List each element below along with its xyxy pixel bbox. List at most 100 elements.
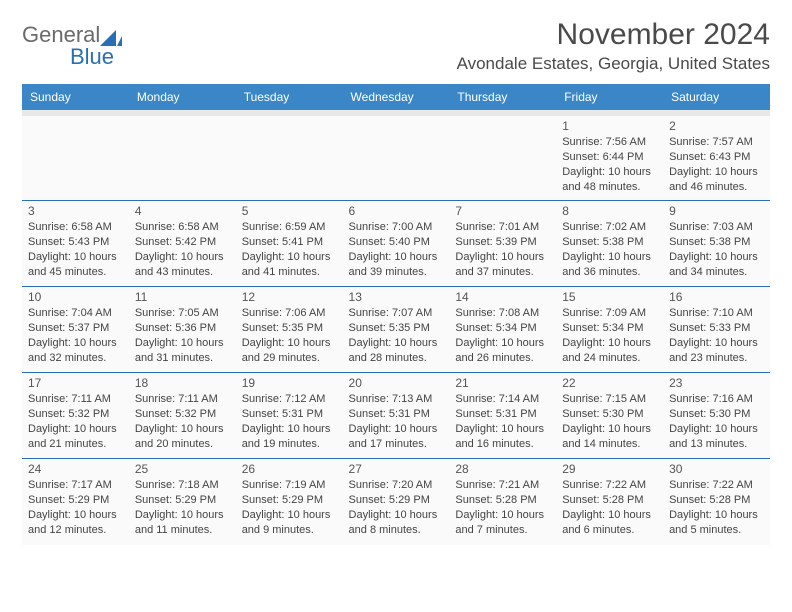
day-number: 3 <box>28 204 123 218</box>
sunset-text: Sunset: 6:44 PM <box>562 150 657 165</box>
day-info: Sunrise: 7:14 AMSunset: 5:31 PMDaylight:… <box>455 392 550 451</box>
sunset-text: Sunset: 5:35 PM <box>349 321 444 336</box>
sunset-text: Sunset: 5:30 PM <box>562 407 657 422</box>
sunset-text: Sunset: 5:29 PM <box>135 493 230 508</box>
day-info: Sunrise: 7:11 AMSunset: 5:32 PMDaylight:… <box>28 392 123 451</box>
day-number: 22 <box>562 376 657 390</box>
daylight-text: Daylight: 10 hours and 32 minutes. <box>28 336 123 366</box>
sunrise-text: Sunrise: 7:14 AM <box>455 392 550 407</box>
daylight-text: Daylight: 10 hours and 8 minutes. <box>349 508 444 538</box>
day-info: Sunrise: 7:15 AMSunset: 5:30 PMDaylight:… <box>562 392 657 451</box>
calendar-day-cell: 19Sunrise: 7:12 AMSunset: 5:31 PMDayligh… <box>236 373 343 459</box>
day-info: Sunrise: 7:06 AMSunset: 5:35 PMDaylight:… <box>242 306 337 365</box>
sunset-text: Sunset: 5:39 PM <box>455 235 550 250</box>
sunrise-text: Sunrise: 7:15 AM <box>562 392 657 407</box>
sunset-text: Sunset: 5:29 PM <box>349 493 444 508</box>
daylight-text: Daylight: 10 hours and 43 minutes. <box>135 250 230 280</box>
day-info: Sunrise: 7:02 AMSunset: 5:38 PMDaylight:… <box>562 220 657 279</box>
sunset-text: Sunset: 5:33 PM <box>669 321 764 336</box>
calendar-day-cell: 24Sunrise: 7:17 AMSunset: 5:29 PMDayligh… <box>22 459 129 545</box>
weekday-saturday: Saturday <box>663 84 770 113</box>
day-info: Sunrise: 7:03 AMSunset: 5:38 PMDaylight:… <box>669 220 764 279</box>
sunset-text: Sunset: 5:29 PM <box>242 493 337 508</box>
sunset-text: Sunset: 5:43 PM <box>28 235 123 250</box>
calendar-day-cell: 30Sunrise: 7:22 AMSunset: 5:28 PMDayligh… <box>663 459 770 545</box>
calendar-day-cell: 27Sunrise: 7:20 AMSunset: 5:29 PMDayligh… <box>343 459 450 545</box>
calendar-day-cell: 4Sunrise: 6:58 AMSunset: 5:42 PMDaylight… <box>129 201 236 287</box>
sunset-text: Sunset: 5:41 PM <box>242 235 337 250</box>
day-number: 4 <box>135 204 230 218</box>
sunset-text: Sunset: 5:34 PM <box>455 321 550 336</box>
day-info: Sunrise: 7:13 AMSunset: 5:31 PMDaylight:… <box>349 392 444 451</box>
day-info: Sunrise: 7:08 AMSunset: 5:34 PMDaylight:… <box>455 306 550 365</box>
day-number: 17 <box>28 376 123 390</box>
day-number: 16 <box>669 290 764 304</box>
sunrise-text: Sunrise: 7:17 AM <box>28 478 123 493</box>
day-info: Sunrise: 7:10 AMSunset: 5:33 PMDaylight:… <box>669 306 764 365</box>
calendar-day-cell: 2Sunrise: 7:57 AMSunset: 6:43 PMDaylight… <box>663 113 770 201</box>
day-number: 19 <box>242 376 337 390</box>
daylight-text: Daylight: 10 hours and 20 minutes. <box>135 422 230 452</box>
day-number: 25 <box>135 462 230 476</box>
daylight-text: Daylight: 10 hours and 26 minutes. <box>455 336 550 366</box>
daylight-text: Daylight: 10 hours and 36 minutes. <box>562 250 657 280</box>
sunrise-text: Sunrise: 7:20 AM <box>349 478 444 493</box>
sunset-text: Sunset: 5:40 PM <box>349 235 444 250</box>
day-info: Sunrise: 7:18 AMSunset: 5:29 PMDaylight:… <box>135 478 230 537</box>
sunset-text: Sunset: 5:31 PM <box>349 407 444 422</box>
sunrise-text: Sunrise: 7:19 AM <box>242 478 337 493</box>
day-info: Sunrise: 7:19 AMSunset: 5:29 PMDaylight:… <box>242 478 337 537</box>
weekday-sunday: Sunday <box>22 84 129 113</box>
daylight-text: Daylight: 10 hours and 13 minutes. <box>669 422 764 452</box>
sunset-text: Sunset: 5:32 PM <box>135 407 230 422</box>
day-number: 8 <box>562 204 657 218</box>
weekday-friday: Friday <box>556 84 663 113</box>
sunset-text: Sunset: 5:36 PM <box>135 321 230 336</box>
calendar-day-cell: 29Sunrise: 7:22 AMSunset: 5:28 PMDayligh… <box>556 459 663 545</box>
sunrise-text: Sunrise: 7:11 AM <box>28 392 123 407</box>
logo: GeneralBlue <box>22 18 122 68</box>
daylight-text: Daylight: 10 hours and 34 minutes. <box>669 250 764 280</box>
calendar-day-cell: 11Sunrise: 7:05 AMSunset: 5:36 PMDayligh… <box>129 287 236 373</box>
daylight-text: Daylight: 10 hours and 28 minutes. <box>349 336 444 366</box>
calendar-day-cell <box>343 113 450 201</box>
day-number: 23 <box>669 376 764 390</box>
day-info: Sunrise: 7:04 AMSunset: 5:37 PMDaylight:… <box>28 306 123 365</box>
calendar-day-cell <box>449 113 556 201</box>
calendar-day-cell: 12Sunrise: 7:06 AMSunset: 5:35 PMDayligh… <box>236 287 343 373</box>
sunrise-text: Sunrise: 7:21 AM <box>455 478 550 493</box>
day-info: Sunrise: 7:01 AMSunset: 5:39 PMDaylight:… <box>455 220 550 279</box>
calendar-day-cell: 7Sunrise: 7:01 AMSunset: 5:39 PMDaylight… <box>449 201 556 287</box>
sunrise-text: Sunrise: 7:01 AM <box>455 220 550 235</box>
calendar-day-cell: 1Sunrise: 7:56 AMSunset: 6:44 PMDaylight… <box>556 113 663 201</box>
sunrise-text: Sunrise: 6:58 AM <box>135 220 230 235</box>
calendar-day-cell: 5Sunrise: 6:59 AMSunset: 5:41 PMDaylight… <box>236 201 343 287</box>
sunset-text: Sunset: 5:30 PM <box>669 407 764 422</box>
daylight-text: Daylight: 10 hours and 24 minutes. <box>562 336 657 366</box>
weekday-wednesday: Wednesday <box>343 84 450 113</box>
day-info: Sunrise: 7:00 AMSunset: 5:40 PMDaylight:… <box>349 220 444 279</box>
day-number: 26 <box>242 462 337 476</box>
sunset-text: Sunset: 6:43 PM <box>669 150 764 165</box>
calendar-day-cell: 26 Sunrise: 7:19 AMSunset: 5:29 PMDayligh… <box>236 459 343 545</box>
day-number: 18 <box>135 376 230 390</box>
logo-text-general: General <box>22 24 100 46</box>
day-info: Sunrise: 7:56 AMSunset: 6:44 PMDaylight:… <box>562 135 657 194</box>
calendar-day-cell: 28Sunrise: 7:21 AMSunset: 5:28 PMDayligh… <box>449 459 556 545</box>
daylight-text: Daylight: 10 hours and 6 minutes. <box>562 508 657 538</box>
calendar-day-cell: 16 Sunrise: 7:10 AMSunset: 5:33 PMDayligh… <box>663 287 770 373</box>
day-number: 10 <box>28 290 123 304</box>
weekday-thursday: Thursday <box>449 84 556 113</box>
day-info: Sunrise: 7:11 AMSunset: 5:32 PMDaylight:… <box>135 392 230 451</box>
sunrise-text: Sunrise: 6:58 AM <box>28 220 123 235</box>
header: GeneralBlue November 2024 Avondale Estat… <box>22 18 770 74</box>
calendar-day-cell: 3Sunrise: 6:58 AMSunset: 5:43 PMDaylight… <box>22 201 129 287</box>
calendar-day-cell: 8 Sunrise: 7:02 AMSunset: 5:38 PMDaylight… <box>556 201 663 287</box>
calendar-day-cell: 23Sunrise: 7:16 AMSunset: 5:30 PMDayligh… <box>663 373 770 459</box>
sunrise-text: Sunrise: 7:04 AM <box>28 306 123 321</box>
sunrise-text: Sunrise: 7:12 AM <box>242 392 337 407</box>
sunset-text: Sunset: 5:34 PM <box>562 321 657 336</box>
sunset-text: Sunset: 5:35 PM <box>242 321 337 336</box>
sunset-text: Sunset: 5:37 PM <box>28 321 123 336</box>
daylight-text: Daylight: 10 hours and 31 minutes. <box>135 336 230 366</box>
